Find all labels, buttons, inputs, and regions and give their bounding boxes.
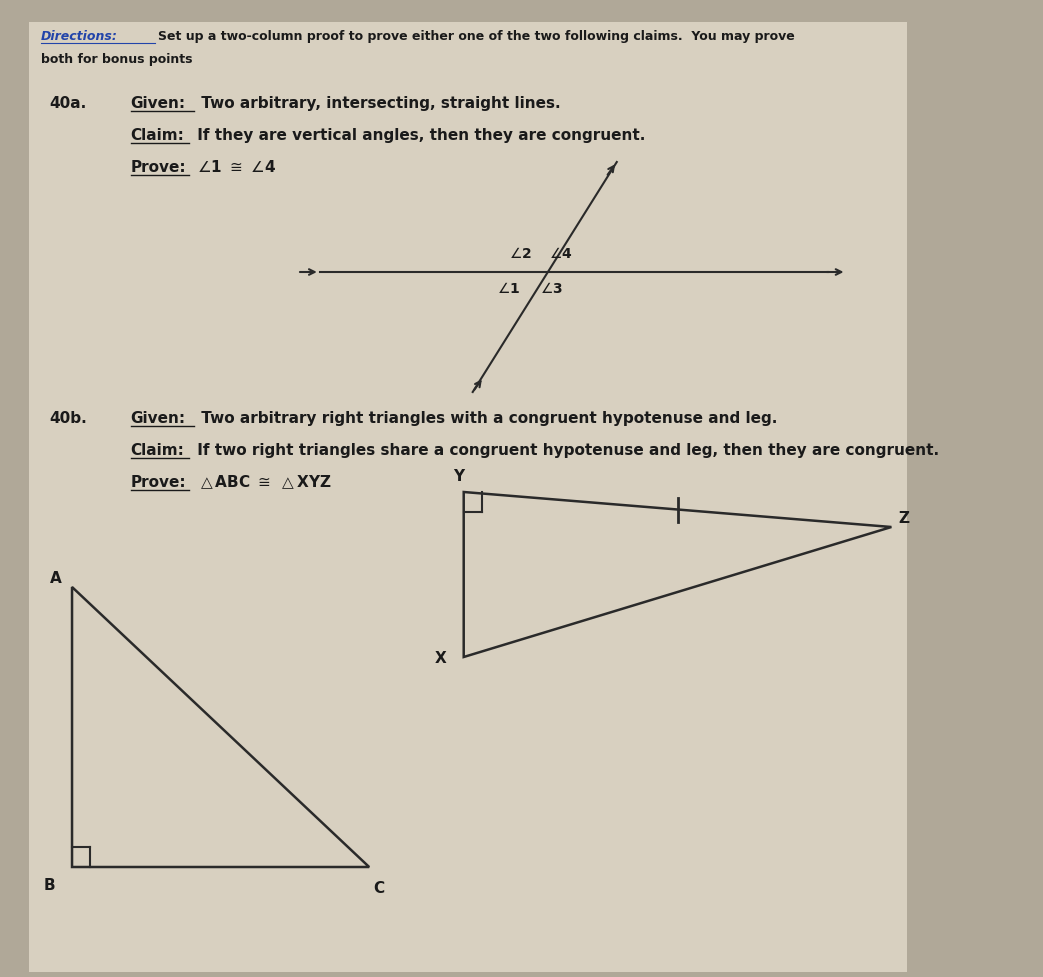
Text: 40b.: 40b. (49, 410, 88, 426)
Text: $\angle$3: $\angle$3 (540, 280, 563, 296)
Text: Claim:: Claim: (130, 443, 185, 457)
Text: $\angle$2: $\angle$2 (509, 246, 532, 261)
Text: Directions:: Directions: (41, 30, 118, 43)
Text: $\angle$1: $\angle$1 (498, 280, 520, 296)
Text: $\triangle$ABC $\cong$ $\triangle$XYZ: $\triangle$ABC $\cong$ $\triangle$XYZ (192, 473, 332, 490)
Text: $\angle$4: $\angle$4 (550, 246, 573, 261)
Text: B: B (43, 877, 55, 892)
Text: X: X (435, 651, 446, 665)
Text: both for bonus points: both for bonus points (41, 53, 192, 65)
Text: If they are vertical angles, then they are congruent.: If they are vertical angles, then they a… (192, 128, 646, 143)
Text: Given:: Given: (130, 96, 186, 110)
Text: Given:: Given: (130, 410, 186, 426)
Text: Two arbitrary right triangles with a congruent hypotenuse and leg.: Two arbitrary right triangles with a con… (196, 410, 778, 426)
Text: C: C (373, 880, 385, 895)
Text: $\angle$1 $\cong$ $\angle$4: $\angle$1 $\cong$ $\angle$4 (192, 159, 276, 175)
Text: Set up a two-column proof to prove either one of the two following claims.  You : Set up a two-column proof to prove eithe… (157, 30, 795, 43)
Text: Two arbitrary, intersecting, straight lines.: Two arbitrary, intersecting, straight li… (196, 96, 561, 110)
Text: Prove:: Prove: (130, 475, 187, 489)
Text: Y: Y (453, 469, 464, 484)
Text: Z: Z (899, 510, 909, 526)
Text: Claim:: Claim: (130, 128, 185, 143)
Text: 40a.: 40a. (49, 96, 87, 110)
Text: A: A (49, 571, 62, 585)
Text: Prove:: Prove: (130, 160, 187, 175)
Text: If two right triangles share a congruent hypotenuse and leg, then they are congr: If two right triangles share a congruent… (192, 443, 939, 457)
